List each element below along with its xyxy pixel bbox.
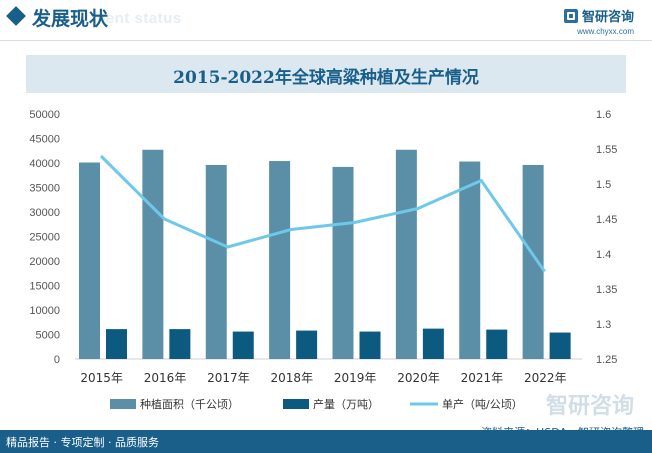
bar-area — [459, 161, 481, 359]
source-note: 资料来源：USDA、智研咨询整理 — [481, 426, 644, 439]
bar-area — [142, 149, 164, 359]
bar-production — [486, 329, 508, 359]
header-divider — [0, 40, 652, 41]
legend-label-production: 产量（万吨） — [313, 397, 379, 411]
page-title: 发展现状 — [32, 8, 109, 30]
y-right-tick-label: 1.6 — [596, 109, 611, 121]
y-left-tick-label: 20000 — [29, 256, 60, 268]
x-tick-label: 2020年 — [397, 371, 440, 385]
brand-logo-icon — [563, 8, 578, 23]
chart-title-bar: 2015-2022年全球高粱种植及生产情况 — [26, 55, 626, 93]
bar-production — [169, 329, 191, 359]
y-left-tick-label: 25000 — [29, 232, 60, 244]
legend-swatch-area — [110, 399, 136, 409]
x-tick-label: 2015年 — [80, 371, 123, 385]
y-left-tick-label: 5000 — [36, 330, 60, 342]
line-yield — [99, 154, 546, 273]
bar-production — [359, 331, 381, 359]
y-right-tick-label: 1.25 — [596, 354, 617, 366]
bar-area — [332, 166, 354, 359]
legend-label-area: 种植面积（千公顷） — [140, 397, 239, 411]
bar-production — [296, 330, 318, 359]
header: ment status 发展现状 智研咨询 www.chyxx.com — [0, 0, 652, 36]
watermark-text: 智研咨询 — [545, 394, 634, 419]
footer-tagline: 精品报告 · 专项定制 · 品质服务 — [6, 436, 159, 449]
bar-area — [79, 162, 100, 359]
y-right-tick-label: 1.4 — [596, 249, 611, 261]
y-right-tick-label: 1.5 — [596, 179, 611, 191]
bar-area — [395, 149, 417, 359]
y-right-tick-label: 1.35 — [596, 284, 617, 296]
legend-swatch-production — [283, 399, 309, 409]
x-tick-label: 2016年 — [144, 371, 187, 385]
y-right-tick-label: 1.3 — [596, 319, 611, 331]
y-right-tick-label: 1.55 — [596, 144, 617, 156]
brand-name: 智研咨询 — [581, 10, 634, 25]
brand-url: www.chyxx.com — [577, 27, 634, 36]
y-left-tick-label: 50000 — [29, 109, 60, 121]
brand: 智研咨询 — [563, 6, 634, 25]
y-left-tick-label: 10000 — [29, 305, 60, 317]
x-tick-label: 2018年 — [271, 371, 314, 385]
y-left-tick-label: 35000 — [29, 183, 60, 195]
x-tick-label: 2019年 — [334, 371, 377, 385]
bar-area — [205, 164, 227, 359]
y-left-tick-label: 40000 — [29, 158, 60, 170]
bar-area — [269, 161, 291, 359]
footer: 精品报告 · 专项定制 · 品质服务 — [0, 430, 652, 453]
y-right-tick-label: 1.45 — [596, 214, 617, 226]
bar-production — [549, 332, 571, 359]
bar-production — [422, 328, 444, 359]
y-left-tick-label: 45000 — [29, 134, 60, 146]
y-left-tick-label: 30000 — [29, 207, 60, 219]
bar-area — [522, 164, 544, 359]
x-tick-label: 2017年 — [207, 371, 250, 385]
legend-label-yield: 单产（吨/公顷） — [442, 397, 523, 411]
header-ghost-text: ment status — [92, 10, 182, 27]
chart-title: 2015-2022年全球高粱种植及生产情况 — [173, 68, 479, 88]
y-left-tick-label: 0 — [54, 354, 60, 366]
y-left-tick-label: 15000 — [29, 281, 60, 293]
x-tick-label: 2022年 — [524, 371, 567, 385]
x-tick-label: 2021年 — [461, 371, 504, 385]
bar-production — [106, 329, 127, 359]
bar-production — [232, 331, 254, 359]
chart: 0 5000 10000 15000 20000 25000 30000 35000 40000… — [29, 109, 617, 411]
